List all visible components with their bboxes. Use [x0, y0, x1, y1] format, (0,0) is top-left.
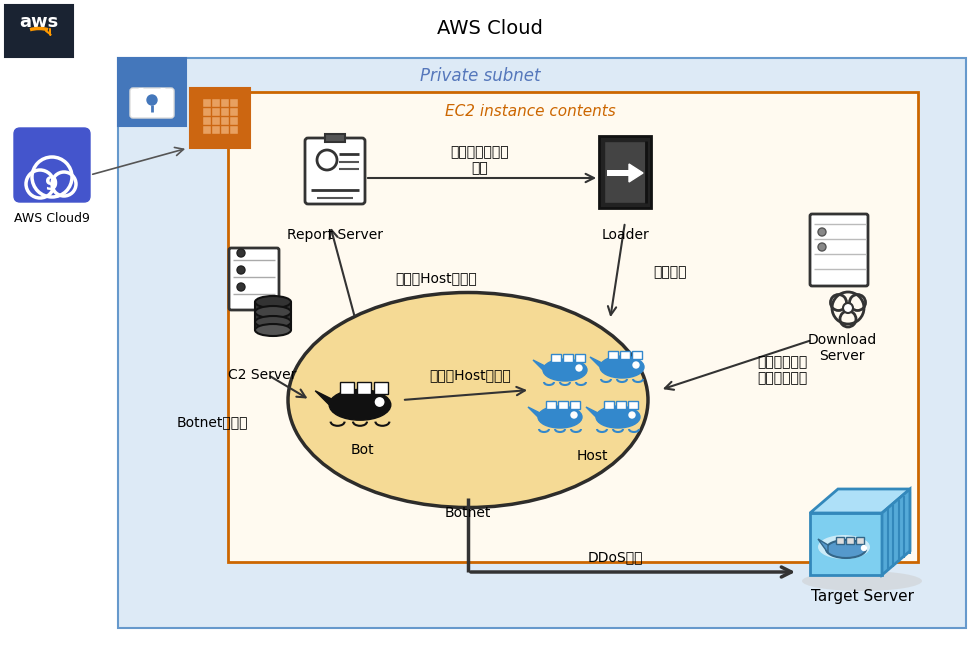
Ellipse shape: [538, 406, 582, 428]
Text: C2 Server: C2 Server: [227, 368, 296, 382]
Polygon shape: [533, 360, 545, 370]
Polygon shape: [528, 407, 540, 417]
Bar: [563, 354, 573, 362]
Text: DDoS攻撃: DDoS攻撃: [587, 550, 643, 564]
Text: ログイン: ログイン: [653, 265, 687, 279]
Circle shape: [843, 303, 853, 313]
Bar: [357, 382, 371, 393]
Bar: [836, 537, 844, 544]
Ellipse shape: [818, 535, 870, 559]
Ellipse shape: [329, 389, 391, 420]
Bar: [607, 170, 629, 176]
FancyBboxPatch shape: [229, 248, 279, 310]
Polygon shape: [818, 539, 828, 553]
FancyBboxPatch shape: [14, 128, 90, 202]
Text: マルウェアの
ダウンロード: マルウェアの ダウンロード: [758, 355, 808, 385]
Polygon shape: [810, 489, 910, 513]
Ellipse shape: [600, 356, 644, 378]
Circle shape: [633, 362, 639, 368]
Bar: [340, 382, 355, 393]
Bar: [620, 351, 630, 359]
Polygon shape: [590, 357, 602, 367]
Text: 9: 9: [45, 175, 59, 193]
Ellipse shape: [802, 571, 922, 591]
Ellipse shape: [826, 540, 866, 558]
Circle shape: [576, 365, 582, 371]
Bar: [604, 141, 646, 203]
Circle shape: [375, 398, 384, 406]
Text: 脆弱なHostの報告: 脆弱なHostの報告: [395, 271, 476, 285]
Text: Report Server: Report Server: [287, 228, 383, 242]
Bar: [608, 351, 618, 359]
Text: Loader: Loader: [601, 228, 649, 242]
Circle shape: [237, 283, 245, 291]
Bar: [5, 5, 73, 57]
Polygon shape: [629, 164, 643, 182]
Circle shape: [237, 249, 245, 257]
Bar: [599, 136, 651, 208]
Text: AWS Cloud9: AWS Cloud9: [14, 212, 90, 225]
Ellipse shape: [255, 296, 291, 308]
Text: 脆弱なHostの探索: 脆弱なHostの探索: [429, 368, 511, 382]
Text: Target Server: Target Server: [810, 589, 913, 604]
Polygon shape: [586, 407, 598, 417]
Circle shape: [147, 95, 157, 105]
Bar: [628, 401, 638, 409]
Ellipse shape: [255, 316, 291, 328]
Ellipse shape: [255, 306, 291, 318]
Bar: [575, 354, 585, 362]
Text: Download
Server: Download Server: [808, 333, 877, 363]
Bar: [118, 58, 186, 126]
Text: Private subnet: Private subnet: [419, 67, 540, 85]
Text: ログイン情報の
報告: ログイン情報の 報告: [451, 145, 510, 175]
Text: AWS Cloud: AWS Cloud: [437, 19, 543, 38]
Bar: [546, 401, 556, 409]
Text: Botnetの制御: Botnetの制御: [176, 415, 248, 429]
Text: Host: Host: [576, 449, 608, 463]
Bar: [190, 88, 250, 148]
Polygon shape: [316, 391, 332, 405]
Bar: [118, 58, 966, 628]
Bar: [374, 382, 388, 393]
Circle shape: [571, 412, 577, 418]
Bar: [228, 92, 918, 562]
Bar: [856, 537, 864, 544]
Bar: [632, 351, 642, 359]
Bar: [202, 98, 238, 134]
Bar: [255, 302, 291, 330]
Polygon shape: [810, 513, 882, 575]
Bar: [616, 401, 626, 409]
Bar: [551, 354, 561, 362]
Text: Bot: Bot: [350, 443, 373, 457]
Bar: [846, 537, 854, 544]
FancyBboxPatch shape: [130, 88, 174, 118]
Bar: [558, 401, 568, 409]
Bar: [325, 134, 345, 142]
Bar: [570, 401, 580, 409]
Circle shape: [818, 243, 826, 251]
FancyBboxPatch shape: [810, 214, 868, 286]
Circle shape: [237, 266, 245, 274]
Text: Botnet: Botnet: [445, 506, 491, 520]
Ellipse shape: [543, 359, 587, 381]
Ellipse shape: [288, 293, 648, 508]
Circle shape: [629, 412, 635, 418]
FancyBboxPatch shape: [305, 138, 365, 204]
Bar: [604, 401, 614, 409]
Circle shape: [818, 228, 826, 236]
Ellipse shape: [255, 324, 291, 336]
Text: EC2 instance contents: EC2 instance contents: [445, 104, 615, 119]
Ellipse shape: [596, 406, 640, 428]
Text: aws: aws: [20, 13, 59, 31]
Polygon shape: [882, 489, 910, 575]
Circle shape: [861, 546, 866, 550]
